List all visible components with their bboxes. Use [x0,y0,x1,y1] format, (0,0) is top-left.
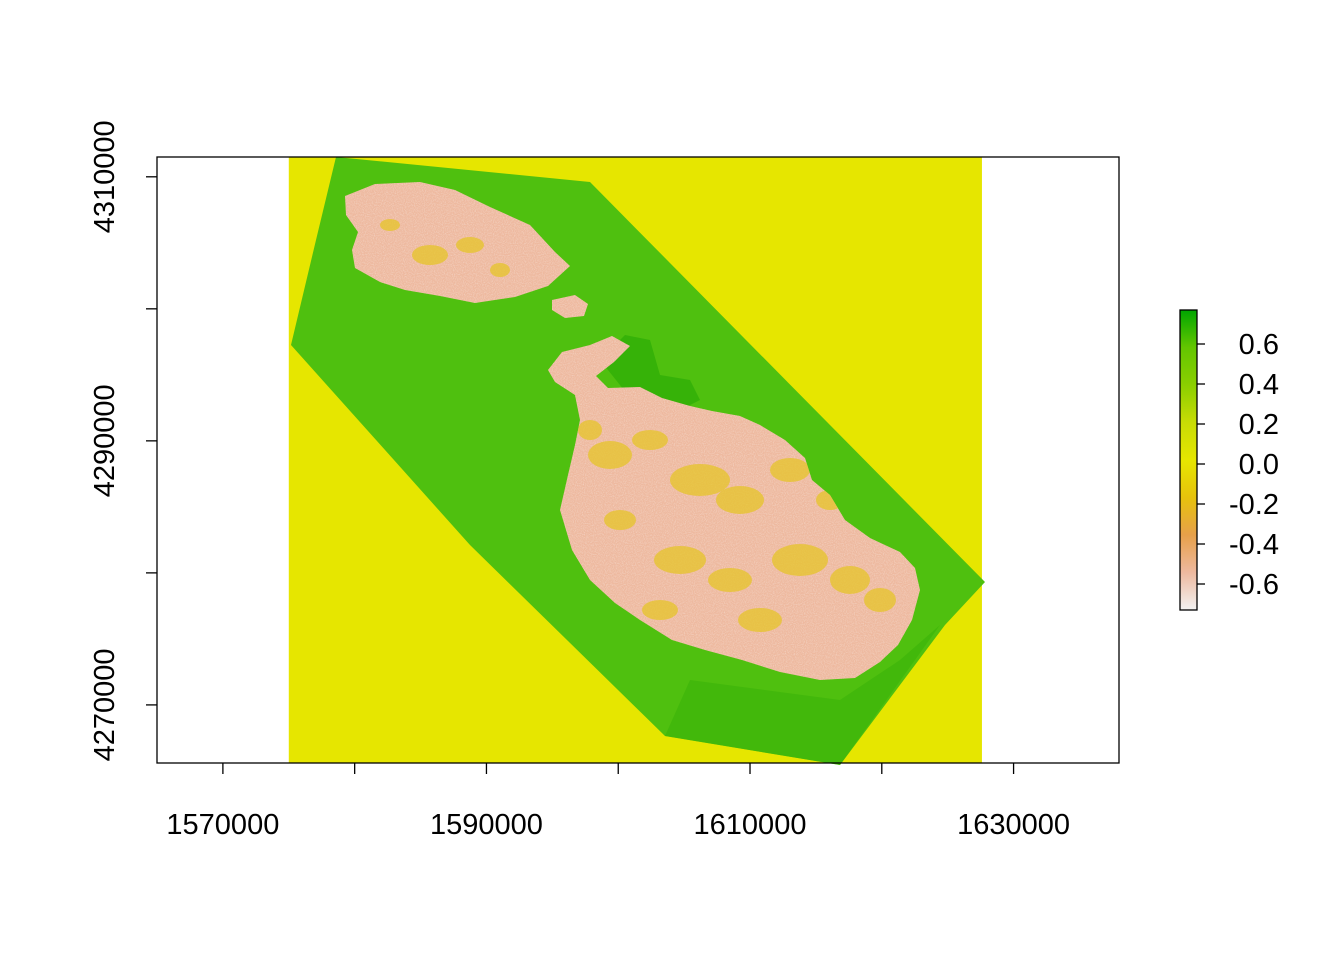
legend-tick-label: 0.6 [1239,329,1279,361]
vegetation-patch [772,544,828,576]
y-tick-label: 4310000 [89,120,121,233]
y-tick-label: 4290000 [89,384,121,497]
vegetation-patch [578,420,602,440]
y-tick-label: 4270000 [89,648,121,761]
vegetation-patch [456,237,484,253]
vegetation-patch [670,464,730,496]
vegetation-patch [412,245,448,265]
vegetation-patch [490,263,510,277]
x-tick-label: 1630000 [957,809,1070,841]
vegetation-patch [632,430,668,450]
vegetation-patch [716,486,764,514]
x-tick-label: 1590000 [430,809,543,841]
southern-shelf-shade [665,625,940,765]
vegetation-patch [654,546,706,574]
vegetation-patch [642,600,678,620]
legend-tick-label: -0.4 [1229,529,1279,561]
legend-tick-label: -0.2 [1229,489,1279,521]
legend-tick-label: 0.2 [1239,409,1279,441]
x-tick-label: 1610000 [694,809,807,841]
legend-tick-label: 0.4 [1239,369,1279,401]
vegetation-patch [604,510,636,530]
vegetation-patch [738,608,782,632]
legend-tick-label: 0.0 [1239,449,1279,481]
legend-tick-label: -0.6 [1229,569,1279,601]
channel-shade [600,335,700,420]
vegetation-patch [830,566,870,594]
vegetation-patch [588,441,632,469]
vegetation-patch [380,219,400,231]
plot-frame [156,156,1120,764]
vegetation-patch [770,458,810,482]
x-tick-label: 1570000 [166,809,279,841]
legend-colorbar [1179,309,1198,611]
vegetation-patch [864,588,896,612]
vegetation-patch [708,568,752,592]
